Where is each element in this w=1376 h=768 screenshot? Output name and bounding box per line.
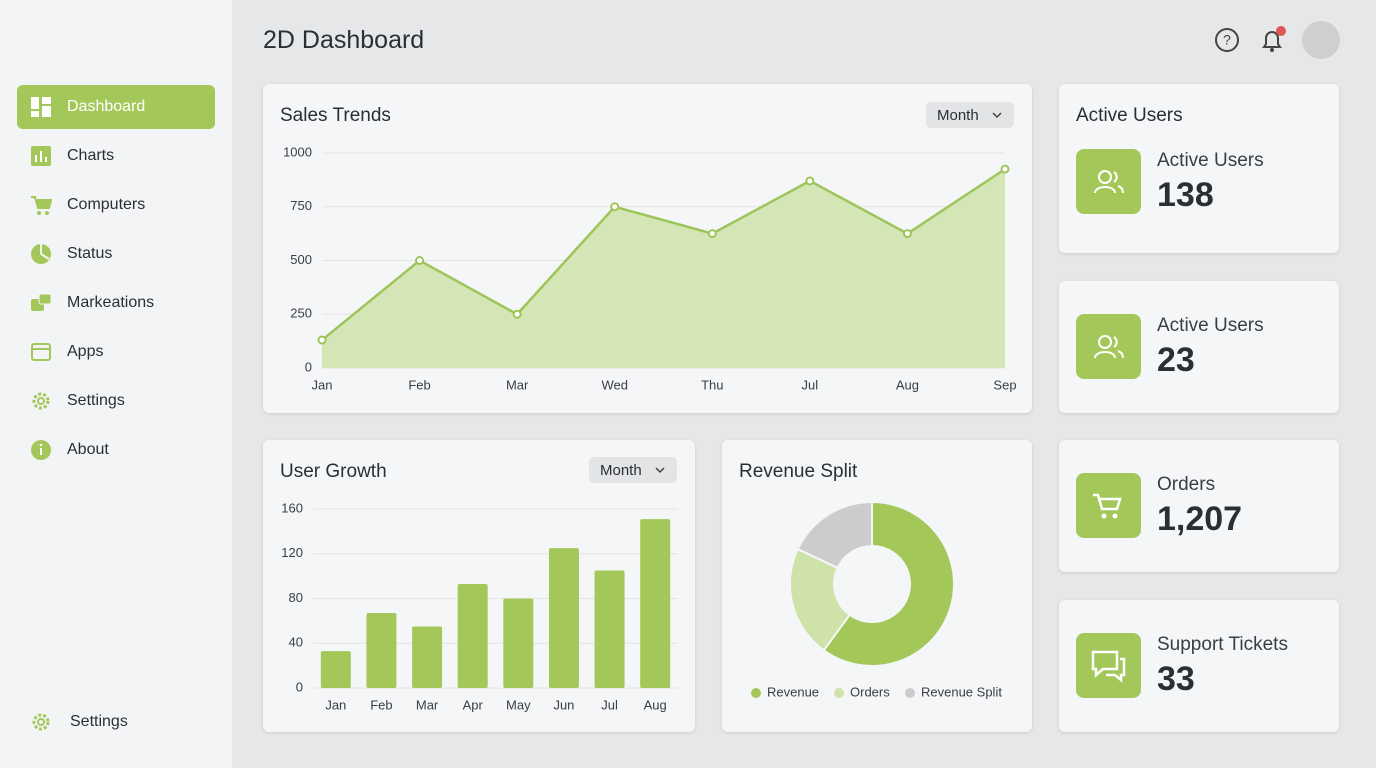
sales-card: Sales Trends Month xyxy=(263,84,1032,413)
stat-card: Active Users 23 xyxy=(1059,281,1339,413)
icon xyxy=(31,146,51,166)
nav-item[interactable]: Dashboard xyxy=(17,85,215,129)
nav-item[interactable]: Apps xyxy=(17,330,215,374)
stat-value: 138 xyxy=(1157,176,1214,214)
revenue-card: Revenue Split xyxy=(722,440,1032,732)
nav-item[interactable]: About xyxy=(17,428,215,472)
icon xyxy=(31,196,52,215)
stat-card: Active Users Active Users 138 xyxy=(1059,84,1339,253)
dropdown[interactable]: Month xyxy=(926,102,1014,128)
nav-label: Settings xyxy=(67,392,125,409)
nav-label: About xyxy=(67,441,109,458)
icon xyxy=(32,713,50,731)
header-icons: ? xyxy=(1215,21,1340,59)
nav-label: Charts xyxy=(67,147,115,164)
card-title: Sales Trends xyxy=(280,105,391,126)
nav-item[interactable]: Markeations xyxy=(17,281,215,325)
dropdown-label: Month xyxy=(600,462,642,479)
notification-button[interactable] xyxy=(1262,26,1286,52)
nav-label: Apps xyxy=(67,343,104,360)
nav-label: Status xyxy=(67,245,113,262)
avatar[interactable] xyxy=(1302,21,1340,59)
stat-value: 33 xyxy=(1157,660,1195,698)
icon xyxy=(31,293,52,311)
svg-text:?: ? xyxy=(1223,32,1231,48)
nav-label: Settings xyxy=(70,713,128,730)
icon xyxy=(32,392,50,410)
stat-value: 1,207 xyxy=(1157,500,1243,538)
icon xyxy=(31,343,51,361)
nav-item[interactable]: Computers xyxy=(17,183,215,227)
card-title: User Growth xyxy=(280,461,387,482)
dropdown-label: Month xyxy=(937,107,979,124)
nav-label: Markeations xyxy=(67,294,155,311)
growth-card: User Growth Month xyxy=(263,440,695,732)
nav-item[interactable]: Settings xyxy=(17,700,215,744)
icon xyxy=(31,244,51,264)
stat-label: Active Users xyxy=(1157,150,1264,171)
stat-icon xyxy=(1076,473,1141,538)
sidebar: Dashboard Charts Computers Status Markea… xyxy=(0,0,232,768)
dropdown[interactable]: Month xyxy=(589,457,677,483)
stat-icon xyxy=(1076,149,1141,214)
stat-label: Orders xyxy=(1157,474,1216,495)
page-title: 2D Dashboard xyxy=(263,26,425,54)
card-title: Revenue Split xyxy=(739,461,858,482)
stat-card: Support Tickets 33 xyxy=(1059,600,1339,732)
nav-label: Dashboard xyxy=(67,98,146,115)
stat-icon xyxy=(1076,633,1141,698)
stat-label: Active Users xyxy=(1157,315,1264,336)
stat-label: Support Tickets xyxy=(1157,634,1288,655)
stat-icon xyxy=(1076,314,1141,379)
stat-card: Orders 1,207 xyxy=(1059,440,1339,572)
icon xyxy=(31,440,51,460)
chevron xyxy=(992,112,1002,119)
stat-value: 23 xyxy=(1157,341,1195,379)
chevron xyxy=(655,467,665,474)
nav-item[interactable]: Charts xyxy=(17,134,215,178)
nav-item[interactable]: Status xyxy=(17,232,215,276)
help-button[interactable]: ? xyxy=(1215,28,1239,52)
nav-item[interactable]: Settings xyxy=(17,379,215,423)
card-title: Active Users xyxy=(1076,105,1183,126)
nav-label: Computers xyxy=(67,196,146,213)
icon xyxy=(31,97,51,117)
